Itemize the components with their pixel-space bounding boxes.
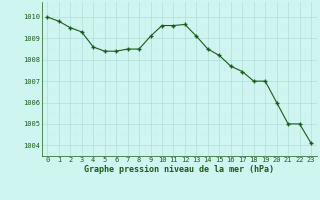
X-axis label: Graphe pression niveau de la mer (hPa): Graphe pression niveau de la mer (hPa)	[84, 165, 274, 174]
